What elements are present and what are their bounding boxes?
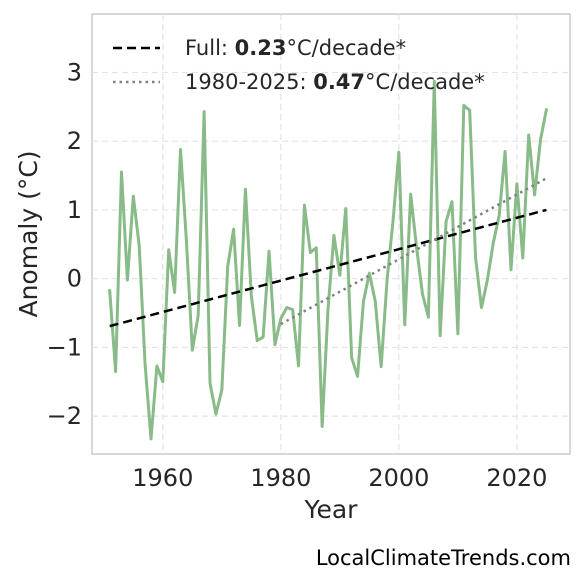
legend-recent-prefix: 1980-2025: — [185, 70, 313, 94]
series-line-0 — [108, 79, 548, 441]
trend-lines — [109, 177, 547, 328]
y-ticks: −2 −1 0 1 2 3 — [47, 58, 82, 430]
x-tick-label: 1980 — [250, 464, 311, 492]
x-tick-label: 2020 — [486, 464, 547, 492]
y-tick-label: 1 — [67, 196, 82, 224]
grid — [92, 14, 570, 454]
y-tick-label: 2 — [67, 127, 82, 155]
y-tick-label: −1 — [47, 333, 82, 361]
x-ticks: 1960 1980 2000 2020 — [132, 464, 547, 492]
legend-full-prefix: Full: — [185, 36, 235, 60]
trend-line-recent — [280, 177, 547, 326]
legend-recent-value: 0.47 — [313, 70, 365, 94]
source-label: LocalClimateTrends.com — [315, 546, 571, 570]
y-tick-label: −2 — [47, 402, 82, 430]
legend-full-suffix: °C/decade* — [287, 36, 407, 60]
trend-line-full — [109, 208, 547, 328]
legend-full-value: 0.23 — [235, 36, 287, 60]
legend-recent-suffix: °C/decade* — [365, 70, 485, 94]
series-layer — [108, 79, 548, 441]
plot-area — [91, 13, 571, 455]
y-tick-label: 3 — [67, 58, 82, 86]
x-tick-label: 1960 — [132, 464, 193, 492]
x-tick-label: 2000 — [368, 464, 429, 492]
legend-label-recent: 1980-2025: 0.47°C/decade* — [185, 70, 485, 94]
x-axis-label: Year — [304, 495, 359, 524]
legend-label-full: Full: 0.23°C/decade* — [185, 36, 406, 60]
chart: 1960 1980 2000 2020 −2 −1 0 1 2 3 Year Anomaly (… — [14, 13, 571, 524]
legend: Full: 0.23°C/decade* 1980-2025: 0.47°C/d… — [113, 36, 485, 94]
y-axis-label: Anomaly (°C) — [14, 150, 43, 317]
y-tick-label: 0 — [67, 265, 82, 293]
